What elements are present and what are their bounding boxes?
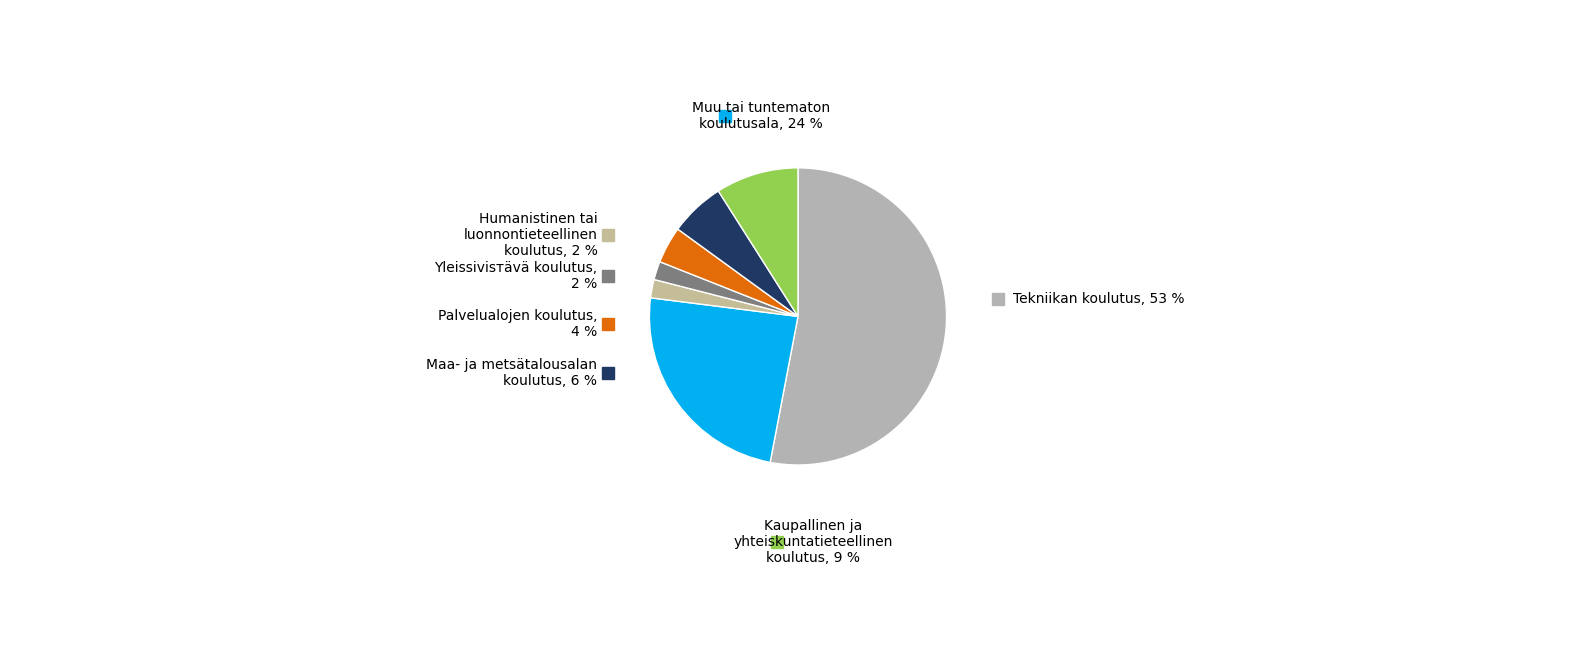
Bar — [771, 537, 783, 548]
Text: Tekniikan koulutus, 53 %: Tekniikan koulutus, 53 % — [1013, 292, 1185, 306]
Text: Yleissivisтävä koulutus,
2 %: Yleissivisтävä koulutus, 2 % — [435, 261, 598, 291]
Bar — [991, 293, 1004, 304]
Wedge shape — [653, 262, 798, 316]
Wedge shape — [660, 229, 798, 316]
Wedge shape — [677, 191, 798, 316]
Text: Maa- ja metsätalousalan
koulutus, 6 %: Maa- ja metsätalousalan koulutus, 6 % — [427, 358, 598, 388]
Text: Kaupallinen ja
yhteiskuntatieteellinen
koulutus, 9 %: Kaupallinen ja yhteiskuntatieteellinen k… — [733, 519, 893, 565]
Text: Humanistinen tai
luonnontieteellinen
koulutus, 2 %: Humanistinen tai luonnontieteellinen kou… — [463, 211, 598, 258]
Wedge shape — [649, 298, 798, 462]
Bar — [603, 229, 614, 241]
Bar — [718, 110, 731, 122]
Text: Palvelualojen koulutus,
4 %: Palvelualojen koulutus, 4 % — [438, 309, 598, 339]
Wedge shape — [650, 279, 798, 316]
Wedge shape — [718, 168, 798, 316]
Bar — [603, 367, 614, 379]
Text: Muu tai tuntematon
koulutusala, 24 %: Muu tai tuntematon koulutusala, 24 % — [691, 101, 829, 131]
Wedge shape — [771, 168, 947, 465]
Bar — [603, 270, 614, 282]
Bar — [603, 318, 614, 330]
